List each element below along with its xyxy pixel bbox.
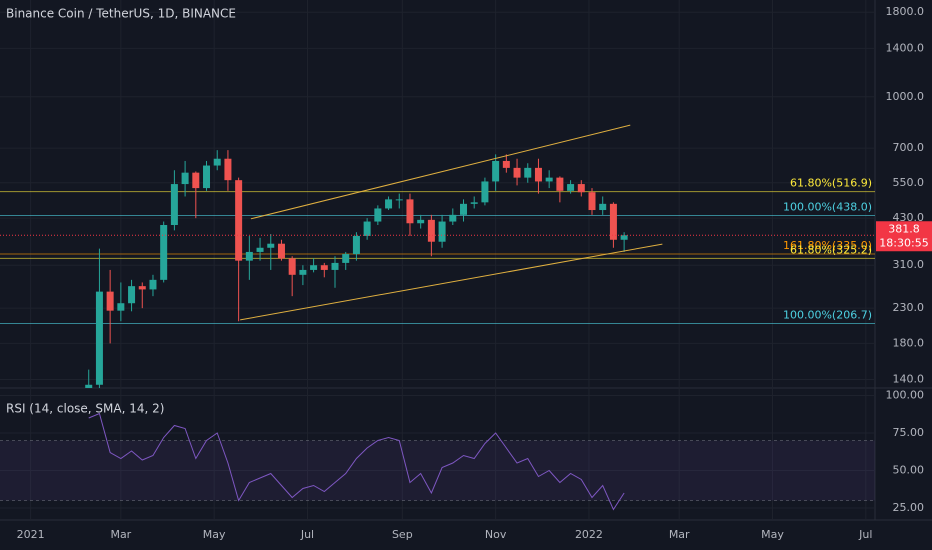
candle-body bbox=[363, 221, 371, 236]
candle-body bbox=[277, 243, 285, 259]
candle-body bbox=[106, 291, 114, 311]
candle-body bbox=[620, 235, 628, 240]
candle-body bbox=[181, 172, 189, 185]
chart-title: Binance Coin / TetherUS, 1D, BINANCE bbox=[6, 7, 236, 21]
y-tick-label: 230.0 bbox=[893, 301, 925, 314]
candle-body bbox=[320, 265, 328, 270]
candle-body bbox=[406, 199, 414, 224]
y-tick-label: 50.00 bbox=[893, 464, 925, 477]
y-tick-label: 180.0 bbox=[893, 336, 925, 349]
trendline bbox=[250, 124, 631, 220]
candle-body bbox=[385, 199, 393, 209]
candle-body bbox=[128, 286, 136, 304]
candle-body bbox=[342, 254, 350, 263]
candle-body bbox=[588, 192, 596, 211]
candle-body bbox=[95, 291, 103, 385]
candle-body bbox=[235, 180, 243, 261]
x-tick-label: 2022 bbox=[575, 528, 603, 541]
trendline bbox=[240, 243, 663, 321]
rsi-line bbox=[88, 412, 625, 511]
y-tick-label: 75.00 bbox=[893, 426, 925, 439]
candle-body bbox=[85, 384, 93, 388]
candle-body bbox=[545, 177, 553, 182]
x-tick-label: Nov bbox=[485, 528, 507, 541]
countdown-label: 18:30:55 bbox=[879, 236, 928, 249]
candle-body bbox=[449, 214, 457, 222]
candle-body bbox=[331, 262, 339, 270]
y-tick-label: 550.0 bbox=[893, 176, 925, 189]
y-tick-label: 140.0 bbox=[893, 373, 925, 386]
candle-body bbox=[170, 184, 178, 226]
x-tick-label: Mar bbox=[110, 528, 131, 541]
candle-body bbox=[299, 269, 307, 275]
candle-body bbox=[138, 286, 146, 290]
candle-body bbox=[256, 247, 264, 252]
candle-body bbox=[160, 225, 168, 280]
candle-body bbox=[245, 251, 253, 261]
x-tick-label: 2021 bbox=[17, 528, 45, 541]
x-tick-label: Jul bbox=[858, 528, 872, 541]
candle-body bbox=[492, 160, 500, 182]
candle-body bbox=[460, 203, 468, 215]
y-tick-label: 1400.0 bbox=[886, 41, 925, 54]
candle-body bbox=[417, 219, 425, 224]
candle-body bbox=[609, 203, 617, 240]
candle-body bbox=[203, 165, 211, 189]
y-tick-label: 1000.0 bbox=[886, 90, 925, 103]
candle-body bbox=[524, 167, 532, 178]
candle-body bbox=[513, 167, 521, 178]
candle-body bbox=[213, 158, 221, 166]
fib-label: 61.80%(325.2) bbox=[790, 243, 872, 256]
candle-body bbox=[374, 208, 382, 222]
rsi-band bbox=[0, 440, 875, 501]
candle-body bbox=[567, 184, 575, 191]
candle-body bbox=[470, 202, 478, 204]
candle-body bbox=[599, 203, 607, 211]
fib-label: 100.00%(206.7) bbox=[783, 309, 872, 322]
candle-body bbox=[149, 279, 157, 290]
x-tick-label: May bbox=[761, 528, 784, 541]
x-tick-label: Jul bbox=[300, 528, 314, 541]
y-tick-label: 1800.0 bbox=[886, 5, 925, 18]
candle-body bbox=[534, 167, 542, 182]
candle-body bbox=[395, 199, 403, 201]
candle-body bbox=[352, 235, 360, 255]
y-tick-label: 25.00 bbox=[893, 501, 925, 514]
candle-body bbox=[502, 160, 510, 168]
candle-body bbox=[577, 184, 585, 193]
y-tick-label: 100.00 bbox=[886, 389, 925, 402]
y-tick-label: 430.0 bbox=[893, 211, 925, 224]
fib-label: 61.80%(516.9) bbox=[790, 177, 872, 190]
y-tick-label: 310.0 bbox=[893, 258, 925, 271]
y-tick-label: 700.0 bbox=[893, 141, 925, 154]
candle-body bbox=[117, 303, 125, 311]
last-price-box bbox=[876, 221, 932, 252]
candle-body bbox=[481, 181, 489, 203]
candle-body bbox=[288, 258, 296, 275]
x-tick-label: Mar bbox=[669, 528, 690, 541]
candle-body bbox=[556, 177, 564, 191]
x-tick-label: Sep bbox=[392, 528, 413, 541]
rsi-title: RSI (14, close, SMA, 14, 2) bbox=[6, 402, 164, 416]
fib-label: 100.00%(438.0) bbox=[783, 201, 872, 214]
candle-body bbox=[427, 219, 435, 242]
candle-body bbox=[224, 158, 232, 181]
x-tick-label: May bbox=[203, 528, 226, 541]
fib-label: 161.80%(335.0) bbox=[783, 239, 872, 252]
candle-body bbox=[310, 265, 318, 270]
candle-body bbox=[192, 172, 200, 189]
candle-body bbox=[267, 243, 275, 248]
last-price-label: 381.8 bbox=[888, 222, 920, 235]
candle-body bbox=[438, 221, 446, 242]
